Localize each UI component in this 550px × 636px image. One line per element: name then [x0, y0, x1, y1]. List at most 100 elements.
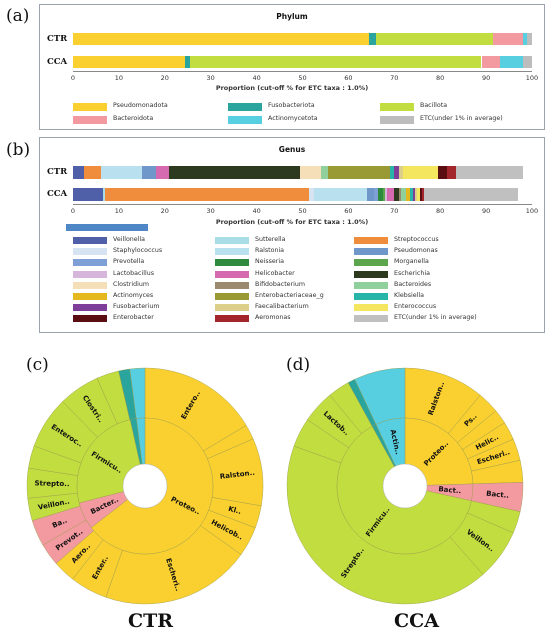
bar-segment-cca-staphylococcus[interactable]: [309, 188, 314, 201]
legend-label-klebsiella: Klebsiella: [394, 292, 425, 299]
legend-swatch-lactobacillus: [73, 270, 107, 278]
bar-segment-cca-etc-under-1-in-average[interactable]: [522, 56, 532, 68]
bar-segment-cca-enterococcus[interactable]: [417, 188, 420, 201]
x-tick-label: 60: [344, 74, 353, 82]
legend-swatch-bacteroidota: [73, 116, 107, 124]
bar-segment-cca-prevotella[interactable]: [373, 188, 379, 201]
bar-segment-cca-morganella[interactable]: [382, 188, 386, 201]
legend-label-bacteroidota: Bacteroidota: [113, 115, 154, 122]
legend-swatch-bifidobacterium: [215, 281, 249, 289]
cca-inner-label-bact: Bact..: [438, 485, 462, 495]
genus-chart-title: Genus: [278, 145, 306, 154]
legend-label-etc-under-1-in-average: ETC(under 1% in average): [394, 314, 477, 322]
legend-swatch-pseudomonadota: [73, 103, 107, 111]
x-tick-label: 80: [436, 74, 445, 82]
bar-segment-ctr-fusobacterium[interactable]: [394, 166, 399, 179]
bar-segment-ctr-clostridium[interactable]: [300, 166, 321, 179]
bar-segment-cca-pseudomonas[interactable]: [366, 188, 374, 201]
bar-segment-ctr-etc-under-1-in-average[interactable]: [456, 166, 523, 179]
bar-segment-ctr-faecalibacterium[interactable]: [398, 166, 404, 179]
row-label-cca: CCA: [47, 189, 68, 199]
bar-segment-cca-sutterella[interactable]: [102, 188, 106, 201]
bar-segment-cca-bacteroides[interactable]: [401, 188, 406, 201]
x-tick-label: 40: [252, 74, 261, 82]
bar-segment-ctr-escherichia[interactable]: [169, 166, 301, 179]
legend-swatch-aeromonas: [215, 315, 249, 323]
legend-swatch-prevotella: [73, 259, 107, 267]
bar-segment-ctr-aeromonas[interactable]: [447, 166, 457, 179]
ctr-outer-label-kl: Kl..: [227, 505, 242, 516]
bar-segment-cca-veillonella[interactable]: [73, 188, 103, 201]
x-tick-label: 50: [298, 74, 307, 82]
bar-segment-ctr-actinomycetota[interactable]: [522, 33, 528, 45]
bar-segment-cca-fusobacterium[interactable]: [412, 188, 415, 201]
bar-segment-cca-enterobacter[interactable]: [419, 188, 422, 201]
bar-segment-ctr-etc-under-1-in-average[interactable]: [527, 33, 532, 45]
x-tick-label: 10: [114, 207, 124, 215]
legend-swatch-streptococcus: [354, 237, 388, 244]
bar-segment-cca-neisseria[interactable]: [378, 188, 383, 201]
bar-segment-cca-streptococcus[interactable]: [105, 188, 310, 201]
bar-segment-cca-fusobacteriota[interactable]: [185, 56, 191, 68]
legend-label-sutterella: Sutterella: [255, 236, 286, 243]
bar-segment-cca-escherichia[interactable]: [394, 188, 399, 201]
bar-segment-ctr-bacteroidota[interactable]: [492, 33, 523, 45]
x-axis-line: [73, 204, 532, 205]
bar-segment-cca-klebsiella[interactable]: [410, 188, 413, 201]
x-tick-label: 80: [436, 207, 445, 215]
legend-swatch-bacillota: [380, 103, 414, 111]
legend-label-enterobacteriaceae-g: Enterobacteriaceae_g: [255, 292, 324, 299]
legend-label-aeromonas: Aeromonas: [255, 314, 291, 322]
bar-segment-cca-faecalibacterium[interactable]: [414, 188, 418, 201]
bar-segment-cca-actinomycetota[interactable]: [499, 56, 523, 68]
bar-segment-ctr-bacillota[interactable]: [375, 33, 493, 45]
bar-segment-ctr-enterobacteriaceae-g[interactable]: [327, 166, 390, 179]
legend-label-actinomyces: Actinomyces: [113, 292, 154, 299]
phylum-chart-panel: Phylum Proportion (cut-off % for ETC tax…: [39, 4, 545, 130]
row-label-ctr: CTR: [47, 167, 68, 177]
bar-segment-cca-etc-under-1-in-average[interactable]: [424, 188, 519, 201]
panel-letter-a: (a): [6, 6, 30, 26]
cca-sunburst-title: CCA: [394, 610, 439, 632]
bar-segment-ctr-ralstonia[interactable]: [100, 166, 142, 179]
bar-segment-ctr-fusobacteriota[interactable]: [369, 33, 376, 45]
bar-segment-cca-bacillota[interactable]: [190, 56, 482, 68]
bar-segment-ctr-enterococcus[interactable]: [403, 166, 438, 179]
legend-label-bacteroides: Bacteroides: [394, 280, 432, 288]
legend-swatch-bacteroides: [354, 281, 388, 289]
x-tick-label: 10: [114, 74, 124, 82]
cca-sunburst-chart: Ralston..Ps..Helic..Escheri..Bact..Veill…: [286, 367, 524, 605]
legend-label-etc-under-1-in-average: ETC(under 1% in average): [420, 115, 503, 122]
x-tick-label: 50: [298, 207, 307, 215]
legend-swatch-fusobacterium: [73, 304, 107, 312]
bar-segment-ctr-pseudomonas[interactable]: [141, 166, 156, 179]
bar-segment-cca-pseudomonadota[interactable]: [73, 56, 186, 68]
bar-segment-ctr-pseudomonadota[interactable]: [73, 33, 370, 45]
bar-segment-ctr-streptococcus[interactable]: [84, 166, 101, 179]
bar-segment-ctr-veillonella[interactable]: [73, 166, 85, 179]
bar-segment-cca-aeromonas[interactable]: [421, 188, 425, 201]
legend-swatch-enterobacteriaceae-g: [215, 293, 249, 300]
bar-segment-ctr-klebsiella[interactable]: [389, 166, 395, 179]
legend-swatch-faecalibacterium: [215, 304, 249, 312]
legend-swatch-staphylococcus: [73, 248, 107, 256]
legend-swatch-veillonella: [73, 237, 107, 244]
bar-segment-ctr-enterobacter[interactable]: [437, 166, 448, 179]
legend-scroll-handle[interactable]: [66, 224, 148, 231]
legend-label-enterococcus: Enterococcus: [394, 303, 437, 311]
bar-segment-cca-lactobacillus[interactable]: [385, 188, 388, 201]
legend-swatch-helicobacter: [215, 270, 249, 278]
bar-segment-cca-helicobacter[interactable]: [387, 188, 395, 201]
legend-label-helicobacter: Helicobacter: [255, 269, 295, 277]
legend-label-streptococcus: Streptococcus: [394, 236, 439, 243]
bar-segment-cca-actinomyces[interactable]: [405, 188, 411, 201]
x-tick-label: 70: [390, 207, 399, 215]
legend-label-neisseria: Neisseria: [255, 258, 284, 266]
bar-segment-cca-ralstonia[interactable]: [313, 188, 367, 201]
bar-segment-cca-bacteroidota[interactable]: [481, 56, 500, 68]
bar-segment-ctr-bacteroides[interactable]: [320, 166, 328, 179]
bar-segment-ctr-helicobacter[interactable]: [155, 166, 170, 179]
legend-swatch-morganella: [354, 259, 388, 267]
legend-label-escherichia: Escherichia: [394, 269, 430, 277]
bar-segment-cca-bifidobacterium[interactable]: [398, 188, 402, 201]
